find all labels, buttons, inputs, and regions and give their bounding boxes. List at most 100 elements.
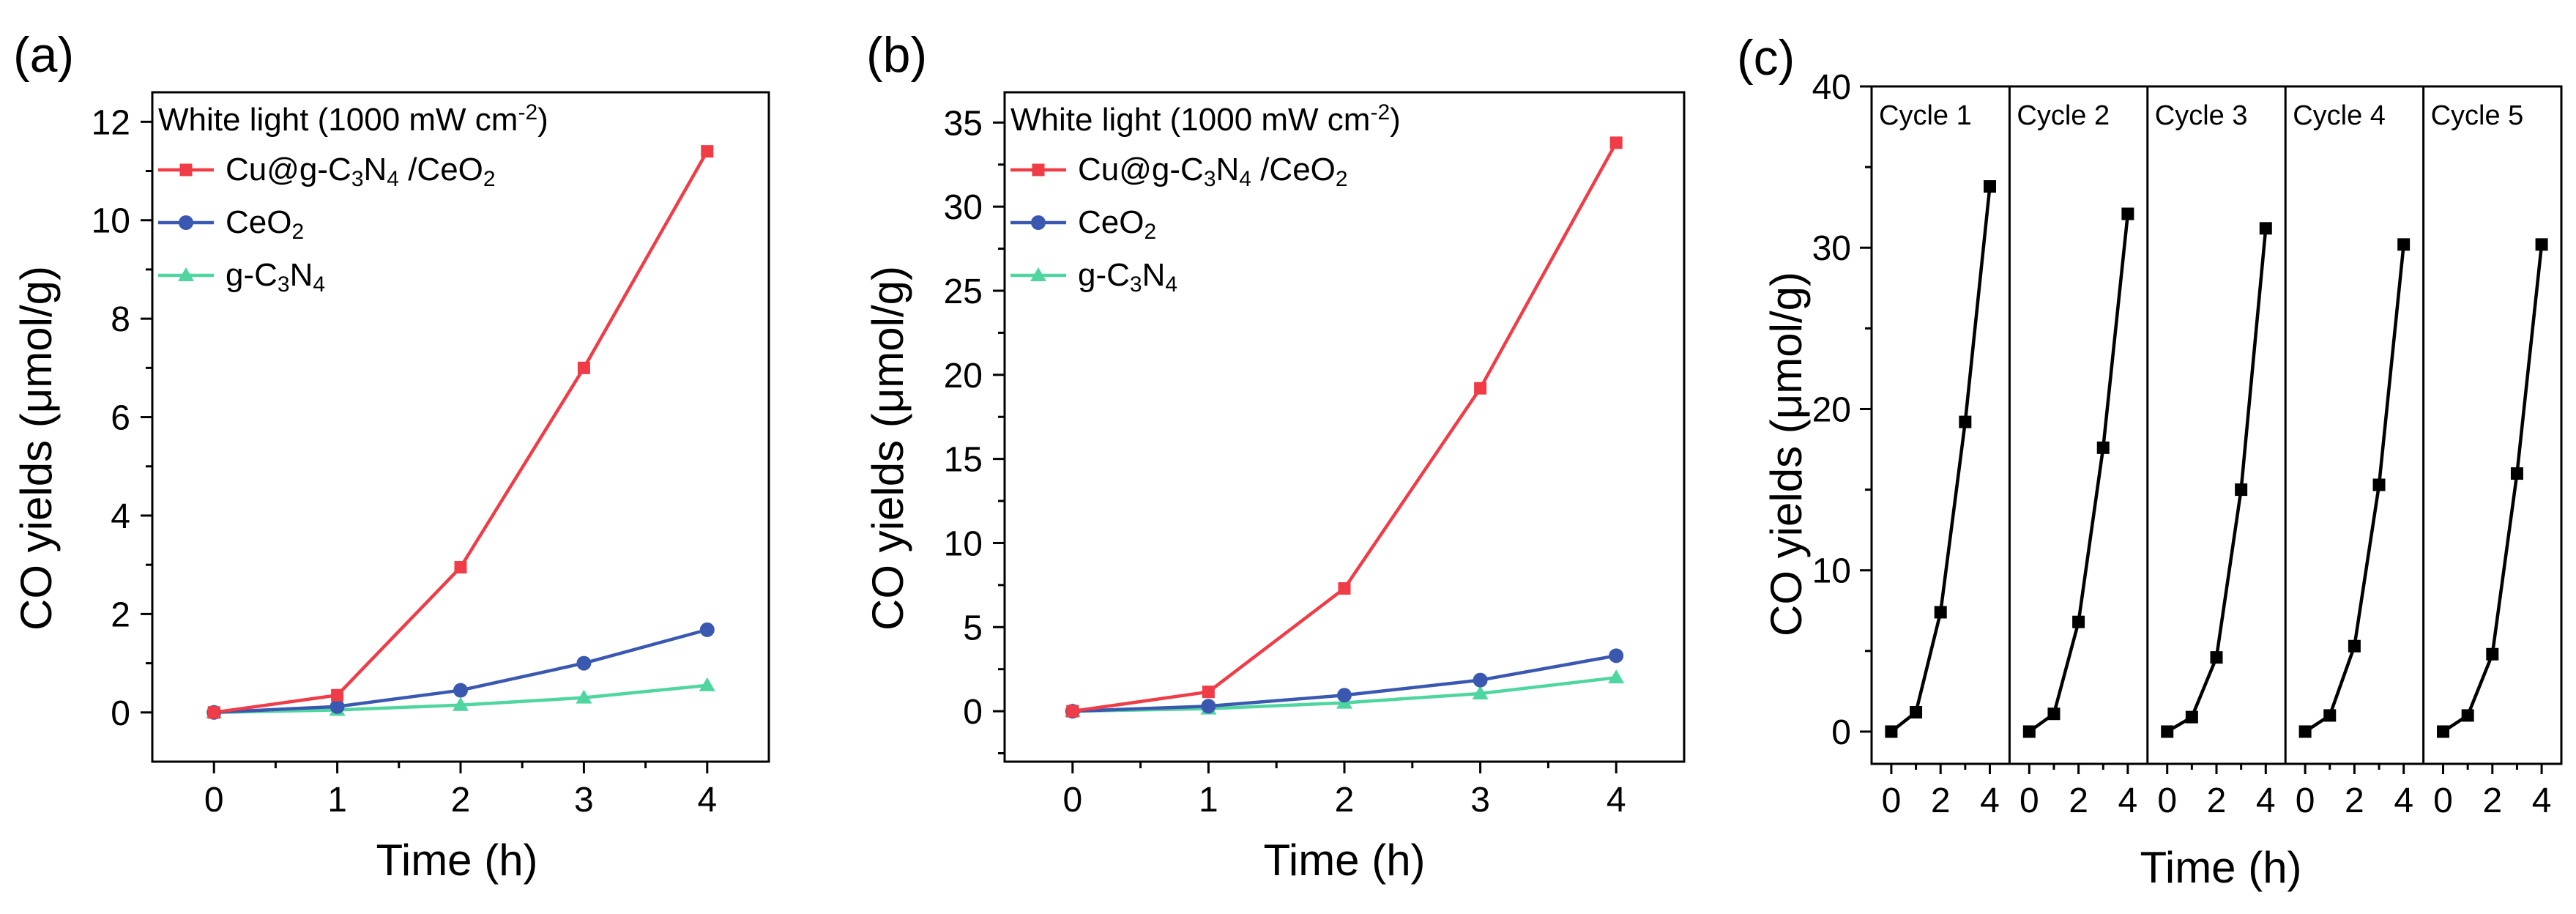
- x-tick-label: 0: [2296, 781, 2315, 820]
- legend-marker-ceo2: [179, 215, 193, 230]
- panel-b-ticks: 0 1 2 3 4 0 5 10 15 20 25 30 35: [944, 104, 1626, 820]
- cycle-4-data-point: [2323, 709, 2337, 722]
- legend-label-cu-g-c3n4-ceo2: Cu@g-C3N4 /CeO2: [1078, 152, 1348, 191]
- legend-marker-cu-g-c3n4-ceo2: [179, 163, 193, 177]
- cycle-2-data-point: [2047, 707, 2061, 721]
- x-tick-label: 2: [2207, 781, 2227, 820]
- y-tick-label: 20: [1812, 390, 1851, 429]
- cycle-2-data-point: [2022, 725, 2036, 738]
- data-point-ceo2: [330, 699, 345, 714]
- cycle-3-data-point: [2185, 710, 2198, 724]
- data-point-g-c3n4: [453, 696, 469, 711]
- panel-c-y-axis-title: CO yields (μmol/g): [1762, 272, 1811, 636]
- cycle-1-data-point: [1934, 606, 1947, 619]
- x-tick-label: 2: [1931, 781, 1951, 820]
- panel-label-b: (b): [866, 27, 927, 83]
- cycle-2-data-point: [2121, 207, 2134, 220]
- data-point-cu-g-c3n4-ceo2: [1338, 582, 1351, 595]
- x-tick-label: 0: [2157, 781, 2177, 820]
- cycle-2-data-point: [2096, 441, 2110, 454]
- cycle-label: Cycle 5: [2431, 100, 2524, 131]
- legend-label-g-c3n4: g-C3N4: [1078, 257, 1177, 297]
- y-tick-label: 2: [111, 595, 130, 634]
- cycle-label: Cycle 3: [2155, 100, 2248, 131]
- x-tick-label: 2: [2482, 781, 2502, 820]
- cycle-4-data-point: [2372, 478, 2386, 491]
- data-point-ceo2: [1473, 672, 1488, 688]
- data-point-ceo2: [453, 683, 468, 698]
- x-tick-label: 0: [204, 781, 224, 820]
- x-tick-label: 0: [2433, 781, 2453, 820]
- cycle-label: Cycle 2: [2017, 100, 2110, 131]
- data-point-cu-g-c3n4-ceo2: [701, 145, 714, 158]
- x-tick-label: 0: [1882, 781, 1902, 820]
- y-tick-label: 40: [1812, 68, 1851, 107]
- y-tick-label: 8: [111, 300, 130, 339]
- panel-b-y-axis-title: CO yields (μmol/g): [863, 266, 912, 631]
- panel-c-cycle-labels: Cycle 1 Cycle 2 Cycle 3 Cycle 4 Cycle 5: [1879, 100, 2523, 131]
- legend-title: White light (1000 mW cm-2): [158, 100, 548, 138]
- cycle-1-data-point: [1959, 415, 1972, 428]
- data-point-cu-g-c3n4-ceo2: [1066, 705, 1079, 718]
- cycle-1-data-point: [1910, 706, 1923, 719]
- x-tick-label: 2: [2345, 781, 2364, 820]
- cycle-4-data-point: [2348, 639, 2361, 653]
- legend-label-g-c3n4: g-C3N4: [226, 257, 325, 297]
- chart-panel-b: (b) 0 1 2 3 4 0 5 10 15 20 25 30 35 White light (100…: [863, 27, 1686, 885]
- x-tick-label: 4: [697, 781, 717, 820]
- cycle-label: Cycle 1: [1879, 100, 1972, 131]
- data-point-cu-g-c3n4-ceo2: [1202, 686, 1215, 699]
- x-tick-label: 3: [1470, 781, 1490, 820]
- panel-label-c: (c): [1737, 30, 1795, 86]
- cycle-5-data-point: [2510, 467, 2523, 480]
- y-tick-label: 5: [963, 609, 983, 647]
- data-point-cu-g-c3n4-ceo2: [1609, 136, 1623, 149]
- legend-marker-g-c3n4: [178, 267, 194, 281]
- cycle-4-data-point: [2298, 725, 2312, 738]
- y-tick-label: 30: [944, 188, 983, 227]
- x-tick-label: 4: [1607, 781, 1626, 820]
- legend-marker-g-c3n4: [1030, 267, 1046, 281]
- cycle-5-data-point: [2461, 709, 2474, 722]
- panel-a-series: [206, 145, 715, 720]
- data-point-g-c3n4: [1472, 685, 1489, 699]
- panel-label-a: (a): [13, 27, 74, 83]
- data-point-cu-g-c3n4-ceo2: [577, 361, 590, 374]
- cycle-2-data-point: [2072, 615, 2085, 628]
- cycle-4-data-point: [2397, 238, 2411, 251]
- legend-marker-cu-g-c3n4-ceo2: [1032, 163, 1045, 177]
- panel-a-legend: White light (1000 mW cm-2) Cu@g-C3N4 /CeO…: [158, 100, 548, 297]
- x-tick-label: 4: [2394, 781, 2413, 820]
- panel-b-series: [1064, 136, 1625, 719]
- data-point-g-c3n4: [1608, 669, 1625, 684]
- x-tick-label: 4: [2256, 781, 2276, 820]
- x-tick-label: 2: [1335, 781, 1355, 820]
- panel-b-legend: White light (1000 mW cm-2) Cu@g-C3N4 /CeO…: [1010, 100, 1401, 297]
- y-tick-label: 0: [1831, 713, 1851, 752]
- cycle-5-data-point: [2486, 647, 2499, 661]
- y-tick-label: 0: [111, 694, 130, 733]
- x-tick-label: 4: [2118, 781, 2138, 820]
- cycle-1-data-point: [1983, 180, 1996, 193]
- data-point-g-c3n4: [576, 689, 592, 704]
- legend-label-cu-g-c3n4-ceo2: Cu@g-C3N4 /CeO2: [226, 152, 496, 191]
- y-tick-label: 20: [944, 357, 983, 395]
- data-point-ceo2: [576, 655, 592, 671]
- panel-a-x-axis-title: Time (h): [376, 836, 537, 885]
- y-tick-label: 25: [944, 272, 983, 311]
- x-tick-label: 1: [327, 781, 347, 820]
- y-tick-label: 35: [944, 104, 983, 143]
- x-tick-label: 0: [1062, 781, 1082, 820]
- legend-marker-ceo2: [1031, 215, 1046, 230]
- data-point-ceo2: [699, 622, 715, 637]
- y-tick-label: 15: [944, 441, 983, 480]
- data-point-cu-g-c3n4-ceo2: [454, 561, 467, 574]
- panel-b-x-axis-title: Time (h): [1263, 836, 1425, 885]
- y-tick-label: 10: [1812, 552, 1851, 591]
- panel-c-x-axis-title: Time (h): [2140, 843, 2301, 892]
- y-tick-label: 30: [1812, 229, 1851, 268]
